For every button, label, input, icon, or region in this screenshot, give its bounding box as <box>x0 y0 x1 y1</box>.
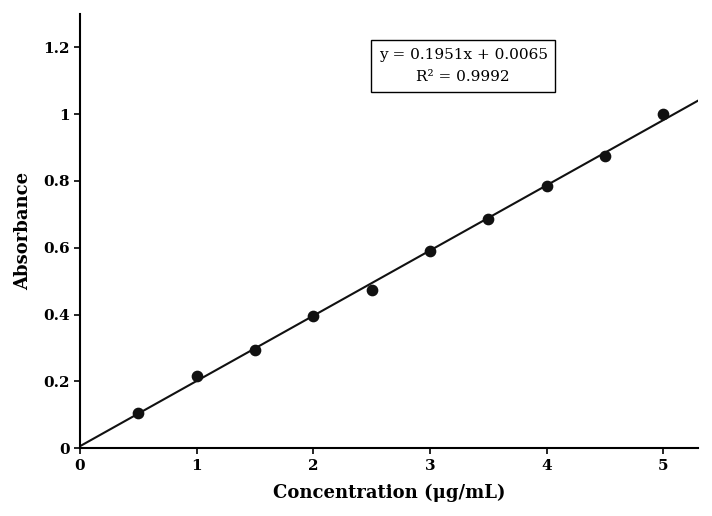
Point <box>308 312 319 320</box>
Point <box>249 346 261 354</box>
Point <box>132 409 144 417</box>
Point <box>366 285 377 294</box>
Point <box>657 110 669 118</box>
Point <box>599 152 610 160</box>
Point <box>483 215 494 223</box>
Point <box>541 182 553 190</box>
Point <box>191 373 202 381</box>
Y-axis label: Absorbance: Absorbance <box>14 172 32 290</box>
Text: y = 0.1951x + 0.0065
R² = 0.9992: y = 0.1951x + 0.0065 R² = 0.9992 <box>379 47 548 85</box>
X-axis label: Concentration (μg/mL): Concentration (μg/mL) <box>273 484 506 502</box>
Point <box>424 247 436 255</box>
